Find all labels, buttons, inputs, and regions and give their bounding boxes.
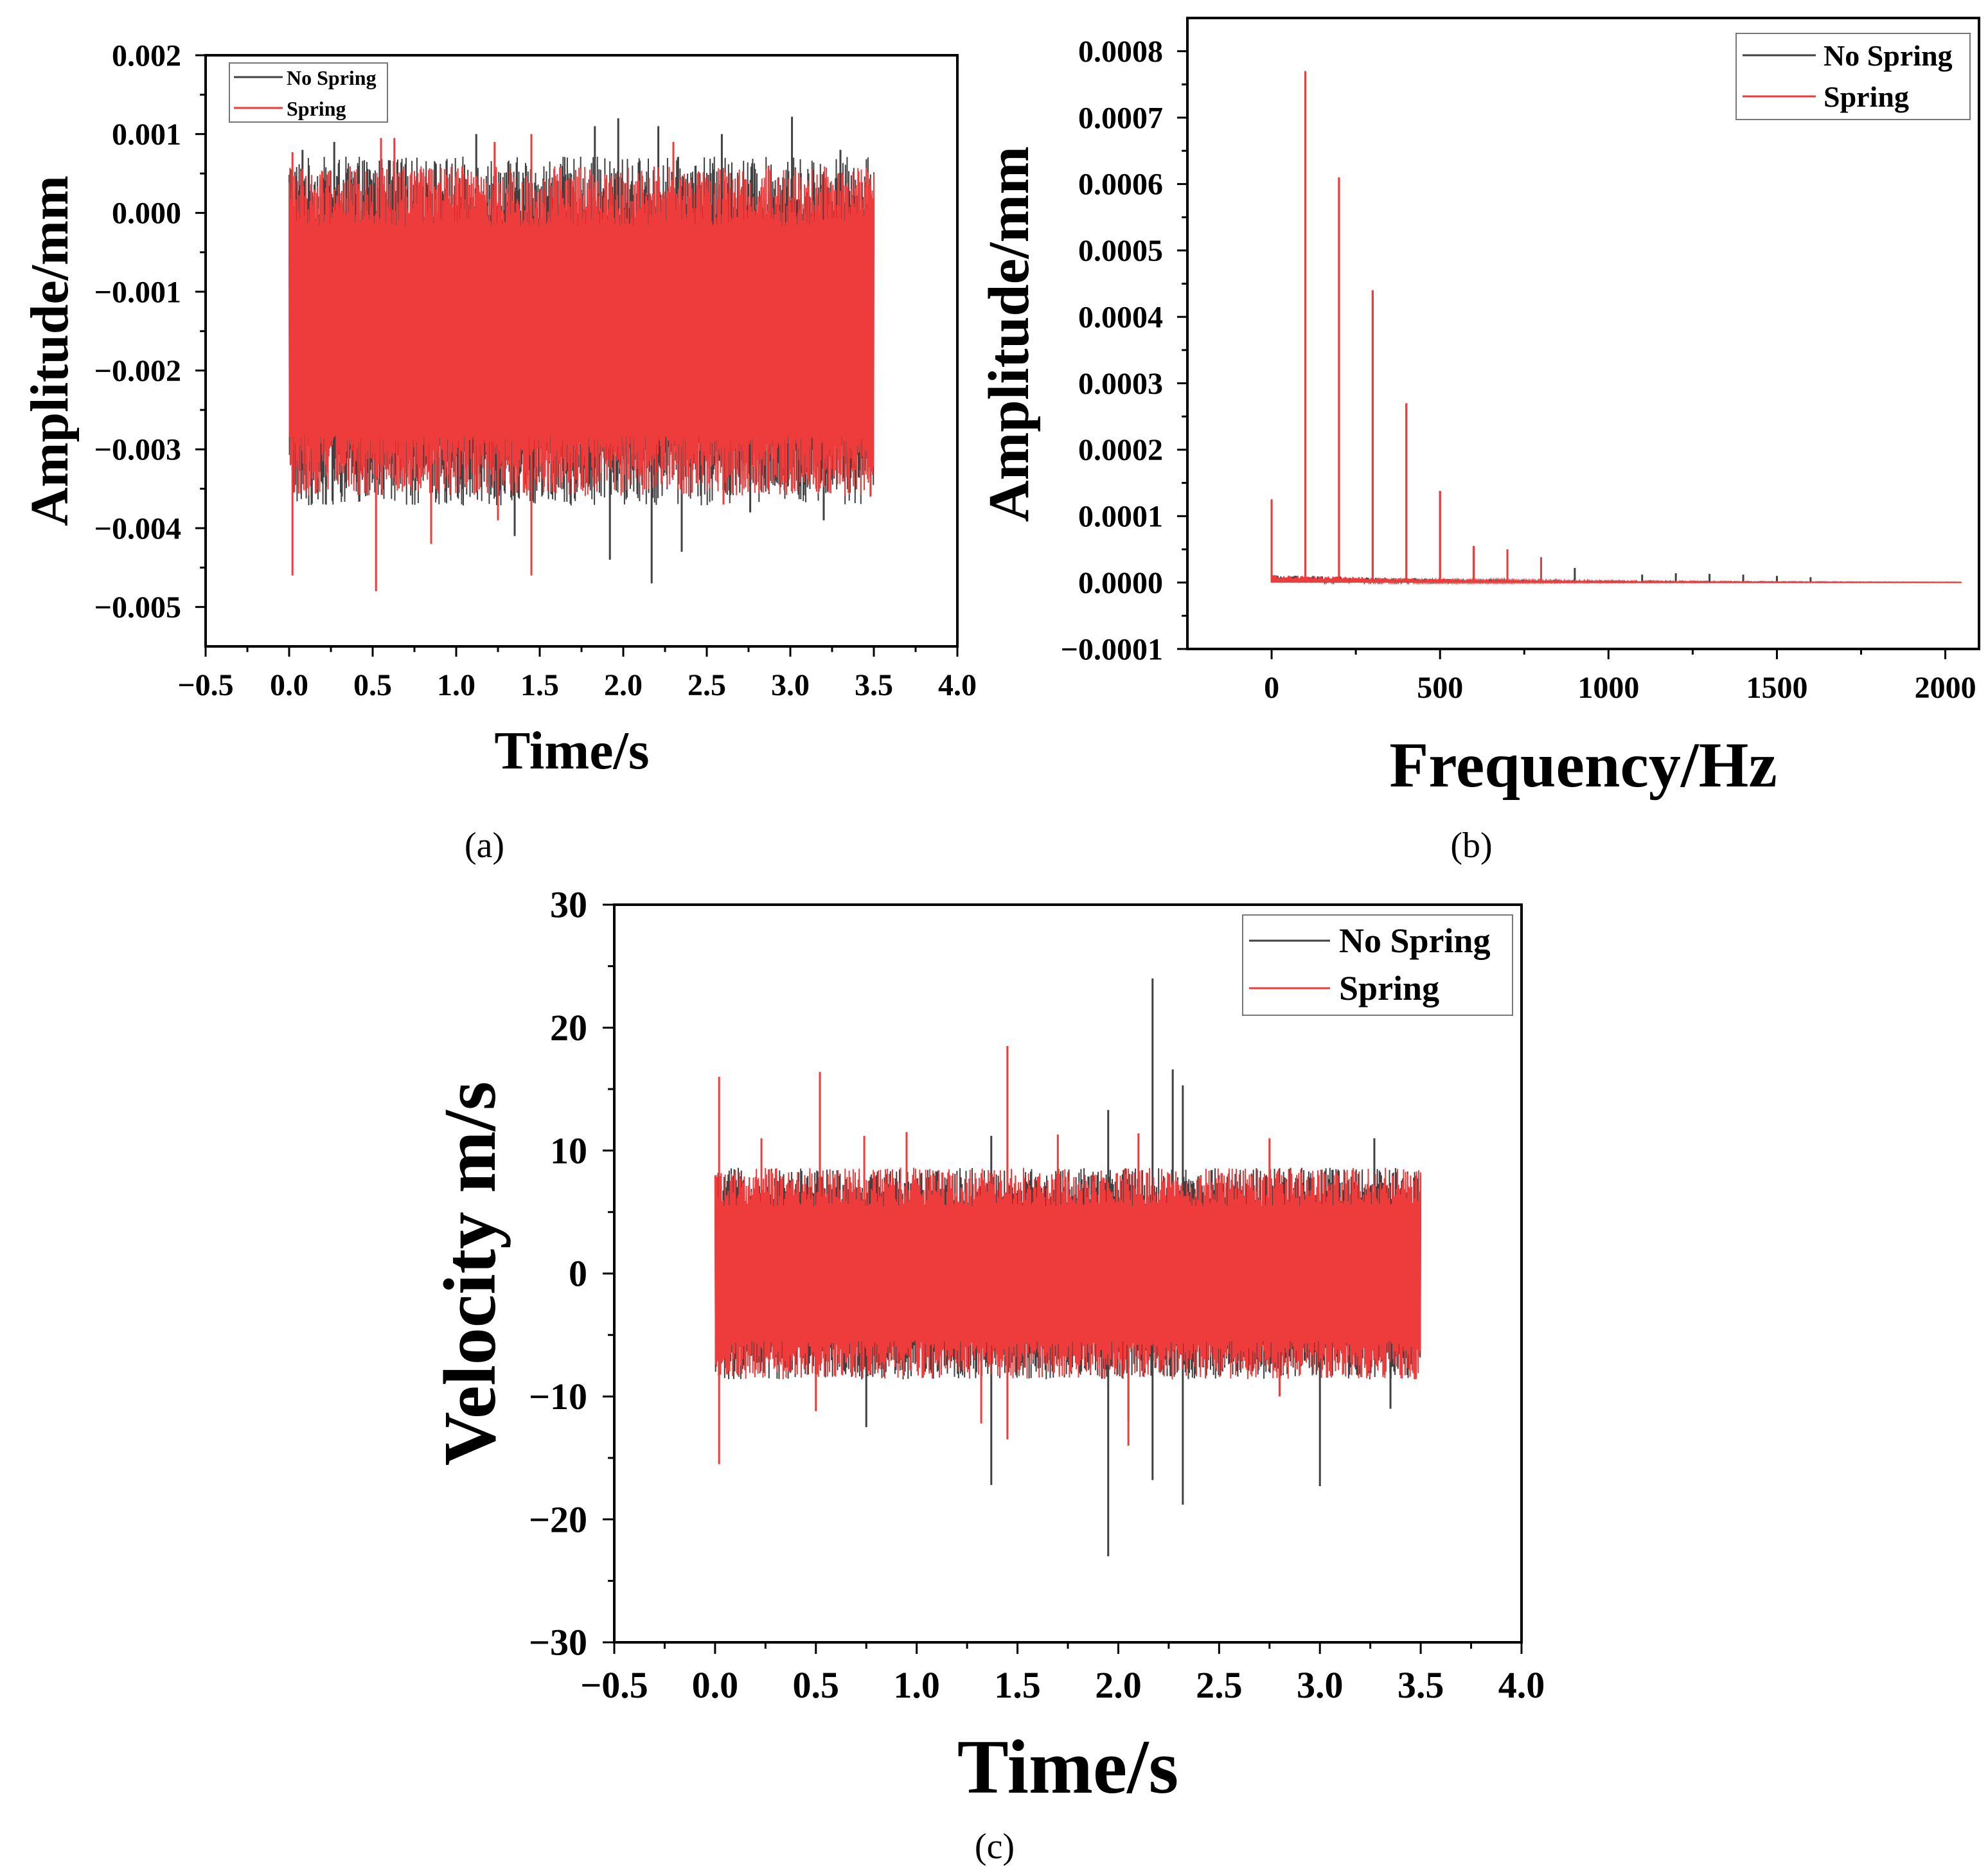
- x-tick-label: 3.0: [1297, 1664, 1344, 1706]
- x-tick-label: 0: [1264, 671, 1279, 705]
- legend-c: No Spring Spring: [1242, 914, 1513, 1016]
- y-tick-label: −0.001: [94, 275, 181, 309]
- legend-box-c: [1242, 914, 1513, 1016]
- x-tick-label: 1.0: [893, 1664, 940, 1706]
- y-tick-label: −0.002: [94, 354, 181, 388]
- legend-a: No Spring Spring: [229, 62, 388, 123]
- chart-panel-a: −0.5 0.0 0.5 1.0 1.5 2.0 2.5 3.0 3.5 4.0 0.002 0.00…: [20, 39, 977, 865]
- y-tick-label: −10: [529, 1376, 587, 1417]
- y-tick-label: 0.0006: [1078, 168, 1163, 202]
- y-axis-title-a: Amplitude/mm: [20, 175, 80, 526]
- legend-label-spring-a: Spring: [287, 97, 346, 120]
- y-tick-label: 0.0008: [1078, 35, 1163, 69]
- y-tick-label: 30: [550, 884, 587, 926]
- y-tick-label: −0.004: [94, 511, 181, 546]
- chart-panel-b: 0 500 1000 1500 2000 0.0008 0.0007 0.0006 0.0005…: [977, 17, 1980, 865]
- y-tick-label: −0.003: [94, 433, 181, 467]
- y-tick-label: 20: [550, 1007, 587, 1049]
- x-tick-label: 1.5: [994, 1664, 1041, 1706]
- y-tick-label: 0.0003: [1078, 367, 1163, 401]
- y-tick-label: 0.0000: [1078, 566, 1163, 600]
- y-tick-label: −0.0001: [1061, 632, 1163, 666]
- y-tick-label: 0.0005: [1078, 234, 1163, 268]
- x-axis-title-c: Time/s: [957, 1724, 1178, 1809]
- series-layer-c: [714, 978, 1422, 1557]
- y-tick-label: −0.005: [94, 590, 181, 625]
- ticks-c: −0.5 0.0 0.5 1.0 1.5 2.0 2.5 3.0 3.5 4.0 30 20 10 0 −1…: [529, 884, 1545, 1706]
- x-tick-label: 4.0: [1498, 1664, 1545, 1706]
- series-line-spring: [1271, 575, 1962, 585]
- x-tick-label: 3.5: [1398, 1664, 1444, 1706]
- x-tick-label: −0.5: [580, 1664, 648, 1706]
- y-tick-label: 0: [569, 1253, 587, 1295]
- y-tick-label: 0.0004: [1078, 300, 1163, 334]
- y-tick-label: 0.0002: [1078, 433, 1163, 467]
- series-layer-a: [288, 116, 874, 592]
- series-line-spring: [714, 1167, 1422, 1380]
- x-tick-label: 3.5: [855, 668, 893, 702]
- x-tick-label: 2.0: [604, 668, 643, 702]
- legend-box-b: [1735, 33, 1971, 120]
- ticks-b: 0 500 1000 1500 2000 0.0008 0.0007 0.0006 0.0005…: [1061, 35, 1976, 705]
- series-layer-b: [1270, 71, 1962, 585]
- x-tick-label: 1500: [1746, 671, 1807, 705]
- x-tick-label: 2.5: [688, 668, 726, 702]
- y-tick-label: 0.0007: [1078, 101, 1163, 135]
- chart-panel-c: −0.5 0.0 0.5 1.0 1.5 2.0 2.5 3.0 3.5 4.0 30 20 10 0 −1…: [429, 884, 1545, 1867]
- legend-label-no-spring-a: No Spring: [287, 66, 377, 89]
- x-tick-label: 500: [1417, 671, 1463, 705]
- y-axis-title-b: Amplitude/mm: [977, 146, 1041, 522]
- y-axis-title-c: Velocity m/s: [429, 1081, 511, 1466]
- legend-label-no-spring-b: No Spring: [1824, 39, 1953, 72]
- x-tick-label: 2000: [1915, 671, 1976, 705]
- legend-label-spring-c: Spring: [1339, 969, 1439, 1008]
- legend-b: No Spring Spring: [1735, 33, 1971, 120]
- x-tick-label: 2.0: [1095, 1664, 1142, 1706]
- x-tick-label: 0.0: [270, 668, 308, 702]
- x-tick-label: 0.5: [793, 1664, 840, 1706]
- legend-label-no-spring-c: No Spring: [1339, 921, 1491, 960]
- x-tick-label: 1.5: [520, 668, 559, 702]
- x-tick-label: 1.0: [437, 668, 475, 702]
- x-tick-label: 0.5: [353, 668, 392, 702]
- y-tick-label: 0.000: [112, 197, 181, 231]
- panel-label-b: (b): [1450, 826, 1492, 865]
- x-axis-title-a: Time/s: [494, 721, 649, 781]
- y-tick-label: 0.002: [112, 39, 181, 73]
- x-tick-label: 2.5: [1196, 1664, 1243, 1706]
- panel-label-c: (c): [975, 1827, 1015, 1867]
- x-tick-label: 1000: [1577, 671, 1639, 705]
- y-tick-label: −30: [529, 1622, 587, 1664]
- plot-frame-b: [1186, 17, 1980, 650]
- y-tick-label: 0.0001: [1078, 500, 1163, 534]
- x-tick-label: −0.5: [177, 668, 233, 702]
- legend-label-spring-b: Spring: [1824, 80, 1909, 113]
- ticks-a: −0.5 0.0 0.5 1.0 1.5 2.0 2.5 3.0 3.5 4.0 0.002 0.00…: [94, 39, 977, 702]
- y-tick-label: 0.001: [112, 118, 181, 152]
- x-tick-label: 3.0: [771, 668, 810, 702]
- series-line-spring: [288, 166, 874, 496]
- panel-label-a: (a): [465, 826, 504, 865]
- x-tick-label: 0.0: [692, 1664, 739, 1706]
- legend-box-a: [229, 62, 388, 123]
- x-tick-label: 4.0: [938, 668, 977, 702]
- y-tick-label: 10: [550, 1130, 587, 1171]
- x-axis-title-b: Frequency/Hz: [1389, 729, 1777, 801]
- y-tick-label: −20: [529, 1498, 587, 1540]
